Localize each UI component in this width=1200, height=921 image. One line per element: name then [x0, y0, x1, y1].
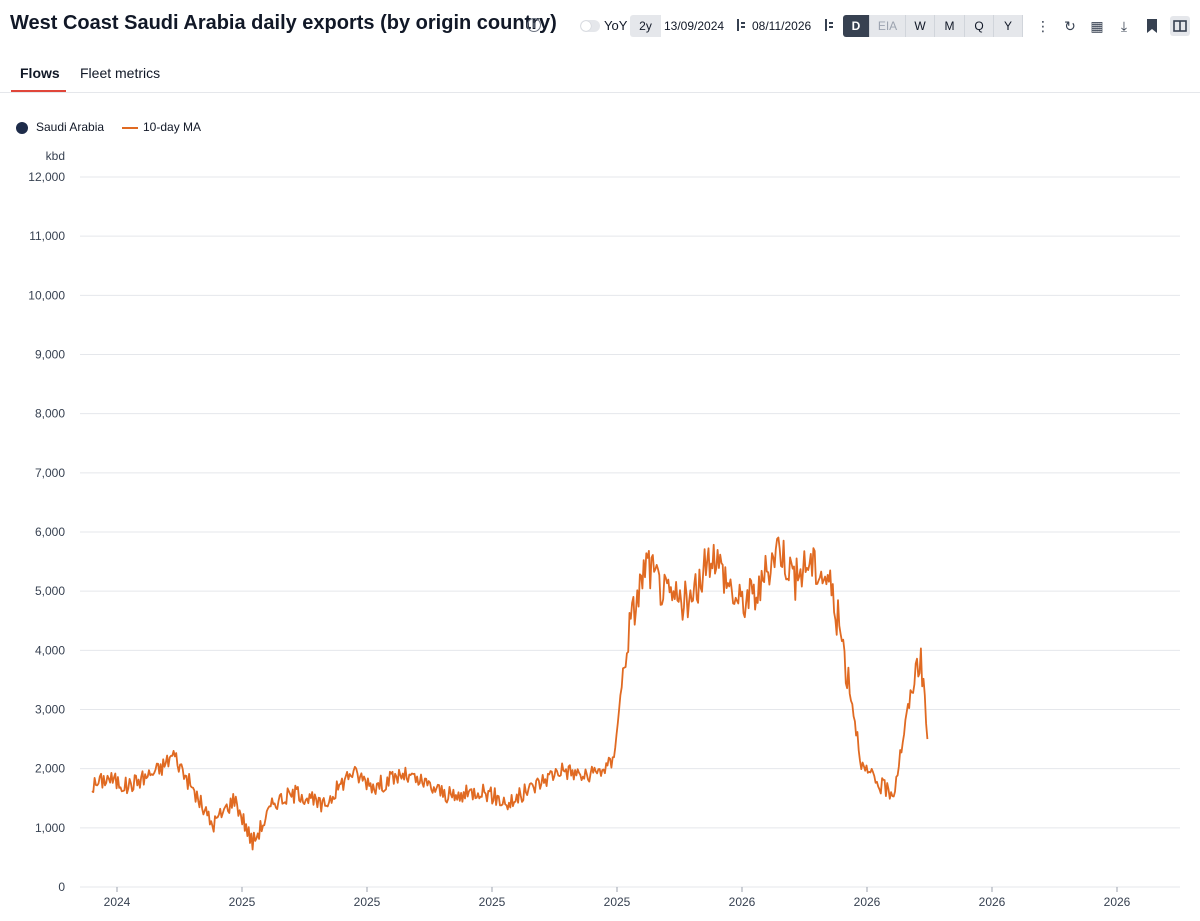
info-icon[interactable]: i	[527, 18, 541, 32]
y-tick-label: 9,000	[35, 348, 65, 362]
page-title: West Coast Saudi Arabia daily exports (b…	[10, 12, 557, 34]
frequency-eia-button[interactable]: EIA	[870, 15, 906, 37]
yoy-label: YoY	[604, 18, 628, 33]
start-date-field[interactable]: 13/09/2024	[664, 15, 748, 37]
y-tick-label: 10,000	[28, 288, 65, 302]
download-icon[interactable]: ⤓	[1120, 18, 1128, 34]
legend-dot-saudi-arabia	[16, 122, 28, 134]
y-tick-label: 7,000	[35, 466, 65, 480]
calendar-icon[interactable]	[736, 18, 746, 32]
bookmark-icon[interactable]	[1146, 19, 1158, 33]
end-date-field[interactable]: 08/11/2026	[752, 15, 838, 37]
x-tick-label: 2026	[1104, 895, 1131, 909]
y-tick-label: 6,000	[35, 525, 65, 539]
y-tick-label: 4,000	[35, 643, 65, 657]
legend-label-saudi-arabia[interactable]: Saudi Arabia	[36, 120, 105, 134]
start-date-value: 13/09/2024	[664, 19, 725, 33]
x-tick-label: 2026	[854, 895, 881, 909]
y-unit-label: kbd	[46, 149, 65, 163]
yoy-toggle[interactable]	[580, 20, 600, 32]
frequency-y-button[interactable]: Y	[994, 15, 1023, 37]
tab-flows[interactable]: Flows	[20, 65, 60, 81]
frequency-d-button[interactable]: D	[843, 15, 870, 37]
y-tick-label: 1,000	[35, 821, 65, 835]
dashboard-add-icon[interactable]: ▦	[1090, 18, 1104, 34]
active-tab-indicator	[11, 90, 66, 92]
y-tick-label: 12,000	[28, 170, 65, 184]
end-date-value: 08/11/2026	[752, 19, 812, 33]
legend-label-ma[interactable]: 10-day MA	[143, 120, 202, 134]
legend-line-ma	[122, 127, 138, 129]
y-tick-label: 3,000	[35, 703, 65, 717]
x-tick-label: 2024	[104, 895, 131, 909]
y-tick-label: 0	[58, 880, 65, 894]
range-2y-button[interactable]: 2y	[630, 15, 661, 37]
frequency-q-button[interactable]: Q	[965, 15, 994, 37]
layout-icon[interactable]	[1170, 16, 1190, 36]
more-vertical-icon[interactable]: ⋮	[1036, 18, 1050, 34]
y-tick-label: 8,000	[35, 407, 65, 421]
tab-fleet-metrics[interactable]: Fleet metrics	[80, 65, 161, 81]
x-tick-label: 2026	[979, 895, 1006, 909]
x-tick-label: 2025	[479, 895, 506, 909]
y-tick-label: 2,000	[35, 762, 65, 776]
calendar-icon[interactable]	[824, 18, 834, 32]
x-tick-label: 2026	[729, 895, 756, 909]
refresh-icon[interactable]: ↻	[1064, 18, 1076, 34]
header-toolbar: West Coast Saudi Arabia daily exports (b…	[0, 0, 1200, 52]
frequency-w-button[interactable]: W	[906, 15, 935, 37]
ma-line	[91, 536, 929, 851]
tab-bar: Flows Fleet metrics	[0, 56, 1200, 93]
x-tick-label: 2025	[354, 895, 381, 909]
frequency-selector: D EIA W M Q Y	[843, 15, 1023, 37]
y-tick-label: 5,000	[35, 584, 65, 598]
y-tick-label: 11,000	[29, 229, 65, 243]
x-tick-label: 2025	[229, 895, 256, 909]
frequency-m-button[interactable]: M	[935, 15, 965, 37]
x-tick-label: 2025	[604, 895, 631, 909]
